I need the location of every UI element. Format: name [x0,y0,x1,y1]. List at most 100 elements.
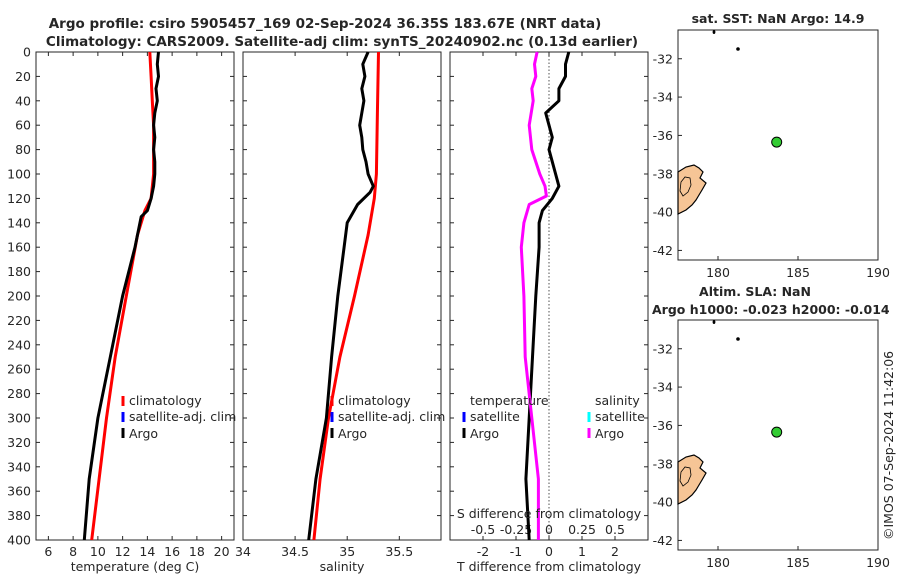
series-salinity-argo [519,51,548,540]
sst-map-title: sat. SST: NaN Argo: 14.9 [692,11,865,26]
depth-tick-label: 20 [15,69,31,84]
figure-title-line2: Climatology: CARS2009. Satellite-adj cli… [46,34,638,50]
temperature-legend: climatology satellite-adj. clim Argo [121,393,236,441]
sst-map-island [736,47,740,51]
map-lon-tick-label: 190 [866,555,890,570]
x-tick-label: 6 [44,544,52,559]
legend-climatology-label: climatology [338,393,411,408]
x-tick-label: 0 [545,544,553,559]
x-tick-label: 35.5 [385,544,413,559]
map-lat-tick-label: -34 [653,380,673,395]
t-difference-xlabel: T difference from climatology [456,559,642,574]
difference-panel: -2 -1 0 1 2 -0.5 -0.25 0 0.25 0.5 T difference fr… [449,51,649,574]
s-difference-tick-label: -0.5 [471,522,495,537]
sst-map-float-marker [771,136,783,148]
map-lat-tick-label: -42 [653,243,673,258]
x-tick-label: 16 [164,544,180,559]
map-lat-tick-label: -40 [653,205,673,220]
depth-tick-label: 240 [7,337,31,352]
depth-tick-label: 100 [7,167,31,182]
legend-climatology-label: climatology [129,393,202,408]
depth-tick-label: 120 [7,191,31,206]
x-tick-label: 34 [235,544,251,559]
depth-tick-label: 140 [7,215,31,230]
series-argo [82,51,160,541]
sla-map-title: Altim. SLA: NaN [699,284,811,299]
map-lat-tick-label: -36 [653,128,673,143]
map-lat-tick-label: -38 [653,166,673,181]
salinity-legend: climatology satellite-adj. clim Argo [330,393,445,441]
map-lat-tick-label: -40 [653,495,673,510]
legend-satellite-clim-label: satellite-adj. clim [129,409,236,424]
series-temperature-argo [524,51,571,541]
s-difference-tick-label: 0.5 [605,522,625,537]
sla-map-subtitle: Argo h1000: -0.023 h2000: -0.014 [652,302,890,317]
map-lat-tick-label: -36 [653,418,673,433]
depth-tick-label: 80 [15,142,31,157]
x-tick-label: 18 [189,544,205,559]
map-lat-tick-label: -34 [653,90,673,105]
legend-satellite-clim-label: satellite-adj. clim [338,409,445,424]
x-tick-label: 8 [69,544,77,559]
depth-tick-label: 160 [7,240,31,255]
sla-map-island-kermadec [712,320,716,324]
map-lon-tick-label: 180 [706,555,730,570]
depth-tick-label: 60 [15,118,31,133]
depth-tick-label: 280 [7,386,31,401]
depth-tick-label: 180 [7,264,31,279]
sla-map-panel: Altim. SLA: NaN Argo h1000: -0.023 h2000… [652,284,890,570]
map-lon-tick-label: 185 [786,555,810,570]
salinity-panel: 34 34.5 35 35.5 salinity climatology satell… [235,51,445,574]
x-tick-label: 12 [115,544,131,559]
x-tick-label: 34.5 [281,544,309,559]
sla-map-island [736,337,740,341]
legend-salinity-title: salinity [595,393,640,408]
x-tick-label: 1 [578,544,586,559]
depth-tick-label: 380 [7,508,31,523]
depth-tick-label: 220 [7,313,31,328]
map-lon-tick-label: 185 [786,265,810,280]
s-difference-xlabel: S difference from climatology [457,506,642,521]
s-difference-tick-label: 0 [545,522,553,537]
map-lon-tick-label: 180 [706,265,730,280]
map-lat-tick-label: -32 [653,51,673,66]
x-tick-label: 20 [214,544,230,559]
sst-map-island-kermadec [712,30,716,34]
salinity-xlabel: salinity [320,559,365,574]
s-difference-tick-label: 0.25 [568,522,596,537]
depth-tick-label: 400 [7,533,31,548]
depth-tick-label: 0 [23,45,31,60]
map-lat-tick-label: -32 [653,341,673,356]
imos-watermark: ©IMOS 07-Sep-2024 11:42:06 [881,351,896,540]
depth-tick-label: 260 [7,362,31,377]
sst-map-panel: sat. SST: NaN Argo: 14.9 180 185 190 -32 -34… [653,11,890,280]
map-lat-tick-label: -42 [653,533,673,548]
x-tick-label: 35 [339,544,355,559]
figure-title-line1: Argo profile: csiro 5905457_169 02-Sep-2… [49,16,602,32]
map-lon-tick-label: 190 [866,265,890,280]
map-lat-tick-label: -38 [653,456,673,471]
legend-argo-label: Argo [129,426,158,441]
legend-temp-satellite-label: satellite [470,409,520,424]
sla-map-coast-detail [679,466,692,487]
legend-argo-label: Argo [338,426,367,441]
legend-sal-satellite-label: satellite [595,409,645,424]
x-tick-label: 10 [90,544,106,559]
x-tick-label: 14 [139,544,155,559]
x-tick-label: 2 [611,544,619,559]
series-argo [307,51,375,541]
legend-temp-argo-label: Argo [470,426,499,441]
sla-map-float-marker [771,426,783,438]
depth-tick-label: 300 [7,411,31,426]
depth-tick-label: 340 [7,459,31,474]
x-tick-label: -1 [510,544,522,559]
temperature-axes-box [35,51,235,541]
x-tick-label: -2 [477,544,489,559]
depth-tick-label: 360 [7,484,31,499]
legend-sal-argo-label: Argo [595,426,624,441]
series-climatology [312,51,380,541]
depth-tick-label: 40 [15,93,31,108]
sst-map-coast-detail [679,176,692,197]
s-difference-tick-label: -0.25 [500,522,532,537]
